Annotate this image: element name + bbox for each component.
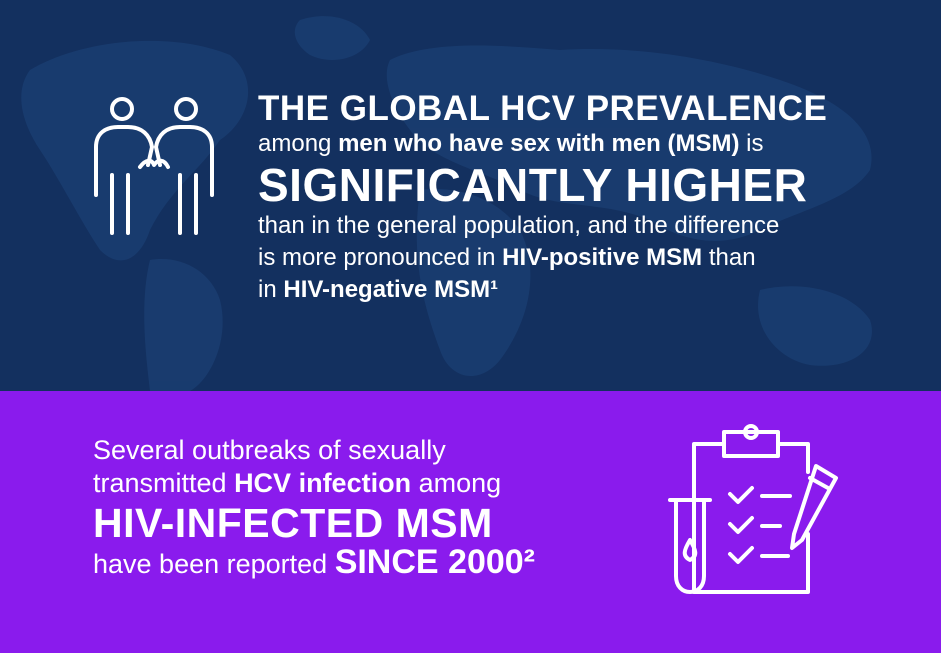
emphasis-heading: HIV-INFECTED MSM [93, 500, 493, 546]
prevalence-text-block: THE GLOBAL HCV PREVALENCE among men who … [258, 90, 898, 306]
outbreak-text-block: Several outbreaks of sexually transmitte… [93, 434, 653, 581]
bottom-panel: Several outbreaks of sexually transmitte… [0, 391, 941, 653]
two-people-icon [94, 97, 214, 235]
line-5: is more pronounced in HIV-positive MSM t… [258, 244, 756, 271]
headline: THE GLOBAL HCV PREVALENCE [258, 89, 828, 128]
line-2: among men who have sex with men (MSM) is [258, 130, 764, 157]
line-2: transmitted HCV infection among [93, 468, 502, 498]
line-4: than in the general population, and the … [258, 212, 780, 239]
line-6: in HIV-negative MSM¹ [258, 276, 499, 303]
line-1: Several outbreaks of sexually [93, 435, 446, 465]
top-panel: THE GLOBAL HCV PREVALENCE among men who … [0, 0, 941, 391]
world-map-background [21, 16, 872, 391]
emphasis-heading: SIGNIFICANTLY HIGHER [258, 159, 808, 211]
clipboard-checklist-test-tube-icon [668, 424, 838, 594]
line-4: have been reported SINCE 2000² [93, 543, 536, 581]
